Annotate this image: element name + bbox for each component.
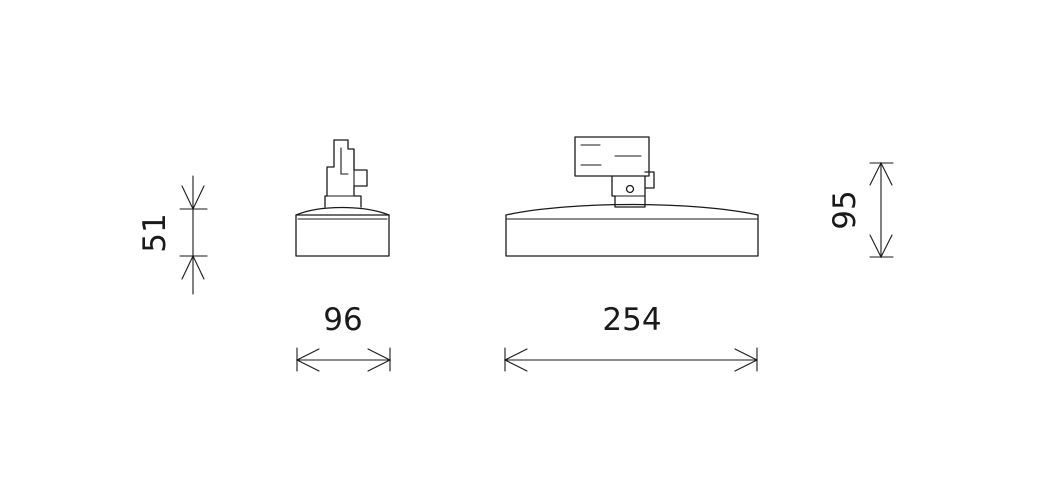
dimension-front-height: 95 bbox=[827, 161, 894, 259]
arrow-down-icon bbox=[181, 185, 205, 211]
dimension-front-width: 254 bbox=[503, 302, 759, 372]
arrow-left-icon bbox=[503, 348, 528, 372]
front-view bbox=[505, 136, 759, 257]
label-side-width: 96 bbox=[323, 302, 362, 338]
side-dome bbox=[295, 206, 390, 216]
arrow-right-icon bbox=[734, 348, 759, 372]
side-adapter-outline-right bbox=[333, 139, 368, 208]
arrow-right-icon bbox=[367, 348, 392, 372]
side-adapter-outline-left bbox=[324, 139, 335, 208]
label-front-height: 95 bbox=[827, 190, 863, 229]
front-dome bbox=[505, 203, 759, 216]
side-view bbox=[295, 139, 390, 257]
front-adapter-side-tab bbox=[644, 171, 655, 189]
arrow-up-icon bbox=[181, 254, 205, 280]
dimension-side-height: 51 bbox=[137, 175, 208, 295]
arrow-left-icon bbox=[295, 348, 320, 372]
label-side-height: 51 bbox=[137, 213, 173, 252]
front-screw bbox=[625, 184, 635, 194]
side-body bbox=[295, 214, 390, 257]
arrow-up-icon bbox=[869, 161, 893, 186]
arrow-down-icon bbox=[869, 234, 893, 259]
dimension-side-width: 96 bbox=[295, 302, 392, 372]
front-body bbox=[505, 214, 759, 257]
label-front-width: 254 bbox=[602, 302, 661, 338]
